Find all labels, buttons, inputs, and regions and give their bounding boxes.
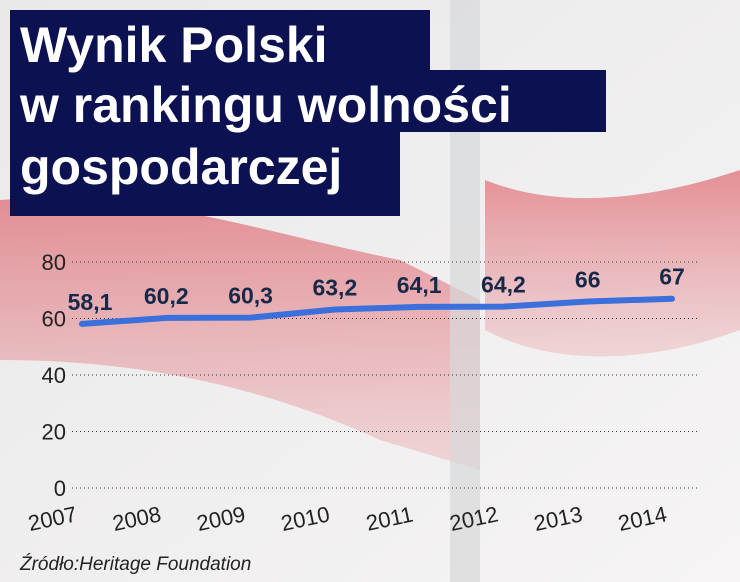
title-box bbox=[10, 130, 400, 216]
title-box bbox=[10, 10, 430, 72]
title-box bbox=[10, 70, 606, 132]
flag-red-left bbox=[0, 198, 480, 470]
value-label: 64,2 bbox=[481, 272, 526, 298]
y-tick-label: 60 bbox=[42, 307, 66, 332]
y-tick-label: 40 bbox=[42, 363, 66, 388]
value-label: 60,2 bbox=[144, 283, 189, 309]
value-label: 63,2 bbox=[312, 274, 357, 300]
value-label: 64,1 bbox=[397, 272, 442, 298]
value-label: 58,1 bbox=[68, 289, 113, 315]
y-tick-label: 0 bbox=[54, 476, 66, 501]
chart-title: Wynik Polski bbox=[20, 17, 328, 73]
y-tick-label: 20 bbox=[42, 420, 66, 445]
chart-title: gospodarczej bbox=[20, 139, 342, 195]
value-label: 66 bbox=[575, 267, 601, 293]
value-label: 67 bbox=[659, 264, 685, 290]
chart-title: w rankingu wolności bbox=[19, 77, 512, 133]
source: Źródło:Heritage Foundation bbox=[19, 554, 251, 575]
flag-red-right bbox=[485, 170, 740, 357]
value-label: 60,3 bbox=[228, 283, 273, 309]
y-tick-label: 80 bbox=[42, 250, 66, 275]
data-line bbox=[79, 295, 675, 327]
